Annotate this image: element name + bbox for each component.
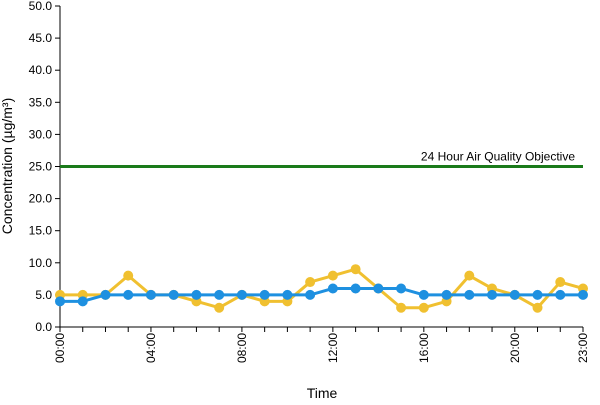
- y-tick-label: 5.0: [35, 288, 52, 302]
- series-group: [55, 264, 588, 313]
- series-2-point: [55, 296, 65, 307]
- x-axis-title: Time: [307, 385, 338, 400]
- y-tick-label: 25.0: [29, 160, 53, 174]
- series-2-point: [123, 289, 134, 300]
- series-2-point: [509, 289, 520, 300]
- series-1-point: [555, 277, 566, 288]
- series-line-1: [60, 267, 584, 310]
- series-2-point: [418, 289, 429, 300]
- series-2-point: [578, 289, 588, 300]
- series-2-point: [350, 283, 361, 294]
- y-tick-label: 50.0: [29, 0, 53, 13]
- series-1-point: [418, 302, 429, 313]
- y-axis-ticks: 0.0 5.0 10.0 15.0 20.0 25.0 30.0 35.0 40.0 45.0 50…: [29, 0, 60, 334]
- series-1-point: [464, 270, 475, 281]
- x-axis-ticks: 00:00 04:00 08:00 12:00 16:00 20:00 23:00: [53, 327, 590, 363]
- y-tick-label: 35.0: [29, 95, 53, 109]
- series-1-point: [532, 302, 543, 313]
- y-tick-label: 40.0: [29, 63, 53, 77]
- series-2-point: [464, 289, 475, 300]
- series-2-point: [396, 283, 407, 294]
- y-axis-title: Concentration (µg/m³): [0, 98, 15, 234]
- series-1-point: [350, 264, 361, 275]
- series-2-point: [214, 289, 225, 300]
- series-2-point: [100, 289, 111, 300]
- x-tick-label: 00:00: [53, 333, 67, 363]
- series-1-point: [305, 277, 316, 288]
- x-tick-label: 04:00: [144, 333, 158, 363]
- y-tick-label: 45.0: [29, 31, 53, 45]
- y-tick-label: 15.0: [29, 224, 53, 238]
- series-2-point: [441, 289, 452, 300]
- x-tick-label: 12:00: [326, 333, 340, 363]
- series-2-point: [168, 289, 179, 300]
- series-2-point: [487, 289, 498, 300]
- series-2-point: [532, 289, 543, 300]
- series-2-point: [236, 289, 247, 300]
- series-1-point: [214, 302, 225, 313]
- series-2-point: [327, 283, 338, 294]
- y-tick-label: 0.0: [35, 320, 52, 334]
- y-tick-label: 10.0: [29, 256, 53, 270]
- series-2-point: [305, 289, 316, 300]
- series-2-point: [145, 289, 156, 300]
- y-tick-label: 30.0: [29, 127, 53, 141]
- reference-line-label: 24 Hour Air Quality Objective: [421, 150, 575, 164]
- series-2-point: [555, 289, 566, 300]
- series-1-point: [396, 302, 407, 313]
- x-tick-label: 20:00: [508, 333, 522, 363]
- series-1-point: [327, 270, 338, 281]
- series-2-point: [259, 289, 270, 300]
- series-2-point: [282, 289, 293, 300]
- y-tick-label: 20.0: [29, 192, 53, 206]
- series-2-point: [373, 283, 384, 294]
- series-2-point: [77, 296, 88, 307]
- series-line-2: [60, 286, 583, 303]
- x-tick-label: 16:00: [417, 333, 431, 363]
- series-1-point: [123, 270, 134, 281]
- series-2-point: [191, 289, 202, 300]
- reference-line-group: 24 Hour Air Quality Objective: [60, 150, 583, 168]
- x-tick-label: 23:00: [576, 333, 590, 363]
- x-tick-label: 08:00: [235, 333, 249, 363]
